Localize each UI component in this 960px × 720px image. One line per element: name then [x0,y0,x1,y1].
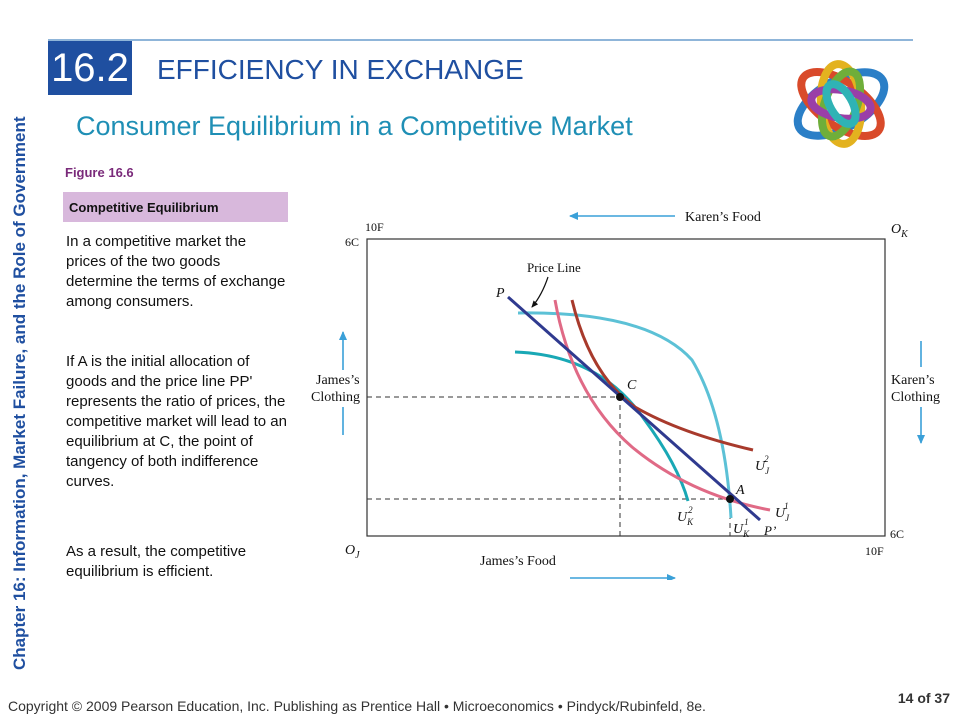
james-food-label: James’s Food [480,554,556,569]
top-rule [48,39,913,41]
figure-caption: Competitive Equilibrium [69,200,219,215]
section-number: 16.2 [48,41,132,95]
point-c-marker [616,393,624,401]
chapter-label: Chapter 16: Information, Market Failure,… [10,116,29,670]
p-prime-label: P’ [763,523,776,538]
origin-k: OK [891,222,909,240]
paragraph-1: In a competitive market the prices of th… [66,233,286,310]
bottom-right-clothing: 6C [890,527,904,541]
uj2-label: UJ2 [755,454,770,476]
point-a-label: A [735,483,745,498]
origin-j: OJ [345,543,360,561]
p-label: P [495,286,505,301]
price-line-pp [507,295,761,522]
karens-food-label: Karen’s Food [685,210,761,225]
figure-caption-bar: Competitive Equilibrium [63,192,288,222]
figure-number: Figure 16.6 [65,165,134,180]
top-left-food: 10F [365,220,384,234]
james-curve-uj1 [553,299,771,512]
top-left-clothing: 6C [345,235,359,249]
section-title: EFFICIENCY IN EXCHANGE [157,54,524,85]
point-a-marker [726,495,734,503]
paragraph-3: As a result, the competitive equilibrium… [66,543,247,580]
karens-clothing-label-1: Karen’s [891,373,935,388]
karens-clothing-label-2: Clothing [891,390,940,405]
c-guide-lines [367,396,621,536]
price-line-label: Price Line [527,260,581,275]
point-c-label: C [627,378,637,393]
karen-curve-uk1 [517,311,733,519]
james-clothing-label-2: Clothing [311,390,360,405]
uk1-label: UK1 [733,517,750,539]
uj1-label: UJ1 [775,501,790,523]
footer-copyright: Copyright © 2009 Pearson Education, Inc.… [8,698,706,714]
page-number: 14 of 37 [897,690,950,706]
james-curve-uj2 [570,299,754,452]
rings-logo-icon [793,60,889,148]
price-line-pointer [531,276,549,308]
edgeworth-box-diagram: Karen’s Food James’s Food James’s Clothi… [311,210,940,580]
a-guide-lines [367,498,731,536]
paragraph-2: If A is the initial allocation of goods … [66,353,287,490]
uk2-label: UK2 [677,505,694,527]
bottom-right-food: 10F [865,544,884,558]
james-clothing-label-1: James’s [316,373,360,388]
edgeworth-box [366,238,886,537]
slide-subtitle: Consumer Equilibrium in a Competitive Ma… [76,111,633,141]
